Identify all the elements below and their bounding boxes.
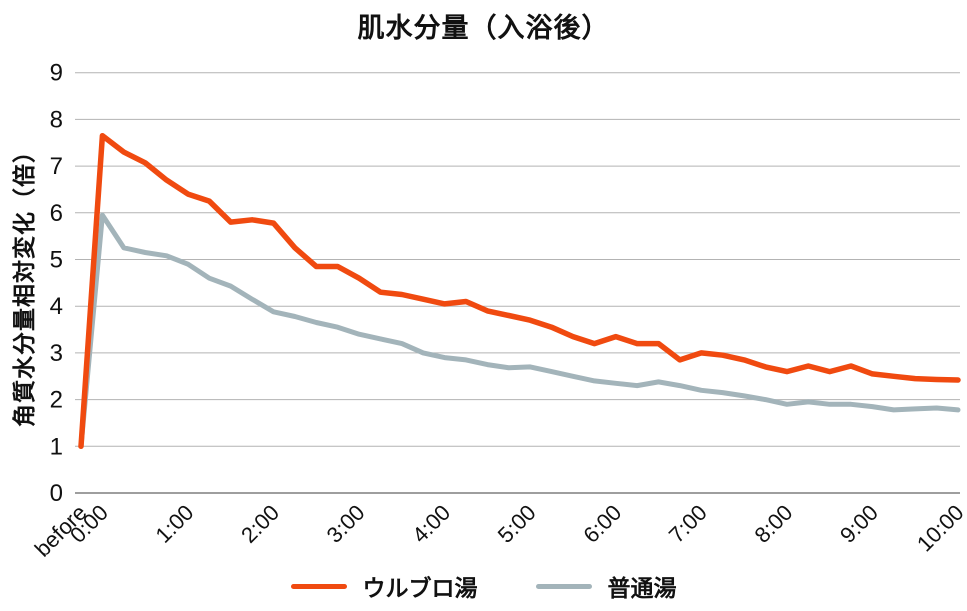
x-tick-label-7-00: 7:00 bbox=[664, 500, 712, 548]
y-tick-label-4: 4 bbox=[50, 293, 63, 320]
legend-item-ulbro: ウルブロ湯 bbox=[290, 569, 478, 603]
y-tick-label-5: 5 bbox=[50, 247, 63, 274]
legend-swatch-futsu bbox=[535, 583, 592, 589]
x-tick-label-9-00: 9:00 bbox=[835, 500, 883, 548]
x-tick-label-5-00: 5:00 bbox=[493, 500, 541, 548]
y-tick-label-6: 6 bbox=[50, 200, 63, 227]
x-tick-label-2-00: 2:00 bbox=[236, 500, 284, 548]
y-tick-label-0: 0 bbox=[50, 480, 63, 507]
x-tick-label-1-00: 1:00 bbox=[151, 500, 199, 548]
series-line-ウルブロ湯 bbox=[78, 132, 961, 450]
y-tick-label-3: 3 bbox=[50, 340, 63, 367]
y-tick-label-2: 2 bbox=[50, 387, 63, 414]
y-tick-label-7: 7 bbox=[50, 153, 63, 180]
x-tick-label-6-00: 6:00 bbox=[578, 500, 626, 548]
x-tick-label-4-00: 4:00 bbox=[407, 500, 455, 548]
y-tick-label-8: 8 bbox=[50, 106, 63, 133]
chart-title: 肌水分量（入浴後） bbox=[357, 13, 610, 43]
x-tick-label-8-00: 8:00 bbox=[749, 500, 797, 548]
legend-item-futsu: 普通湯 bbox=[535, 569, 677, 603]
y-tick-label-9: 9 bbox=[50, 60, 63, 87]
legend-label-ulbro: ウルブロ湯 bbox=[362, 575, 478, 601]
x-tick-label-10-00: 10:00 bbox=[912, 500, 967, 557]
legend: ウルブロ湯 普通湯 bbox=[0, 569, 967, 603]
y-tick-label-1: 1 bbox=[50, 433, 63, 460]
series-line-普通湯 bbox=[78, 212, 961, 449]
x-tick-label-3-00: 3:00 bbox=[322, 500, 370, 548]
legend-label-futsu: 普通湯 bbox=[607, 575, 677, 601]
legend-swatch-ulbro bbox=[290, 583, 347, 589]
